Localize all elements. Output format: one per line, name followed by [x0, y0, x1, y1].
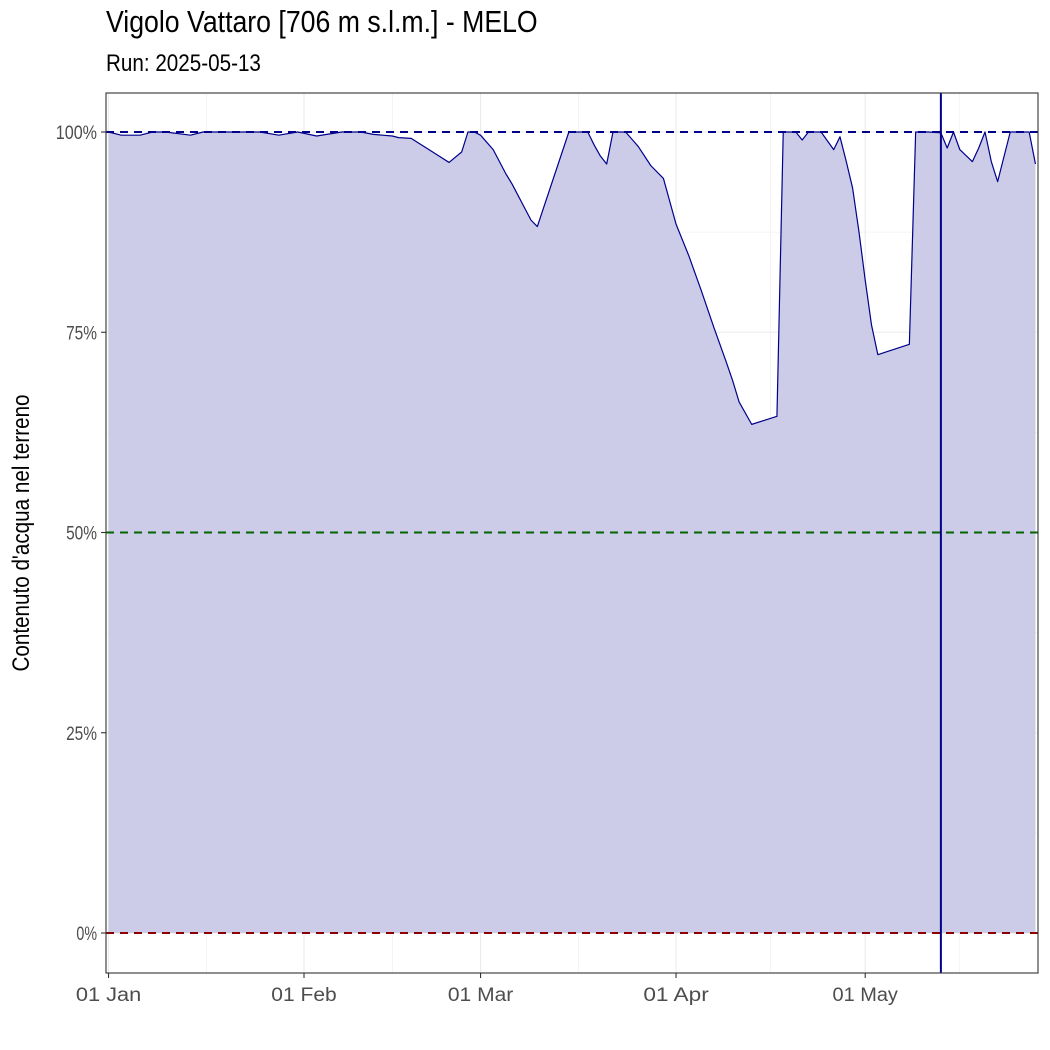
y-tick-label: 0% [76, 924, 97, 945]
y-tick-label: 100% [56, 123, 97, 144]
y-tick-label: 25% [66, 724, 97, 745]
x-tick-label: 01 Jan [76, 985, 141, 1006]
chart-subtitle: Run: 2025-05-13 [106, 50, 261, 77]
x-axis: 01 Jan 01 Feb 01 Mar 01 Apr 01 May [76, 973, 899, 1006]
x-tick-label: 01 Feb [271, 985, 336, 1006]
chart-title: Vigolo Vattaro [706 m s.l.m.] - MELO [106, 4, 538, 39]
y-axis: 0% 25% 50% 75% 100% [56, 123, 106, 945]
x-tick-label: 01 May [833, 985, 899, 1006]
soil-moisture-line [108, 131, 1037, 425]
y-tick-label: 75% [66, 323, 97, 344]
y-tick-label: 50% [66, 524, 97, 545]
x-tick-label: 01 Mar [448, 985, 514, 1006]
x-tick-label: 01 Apr [643, 985, 709, 1006]
